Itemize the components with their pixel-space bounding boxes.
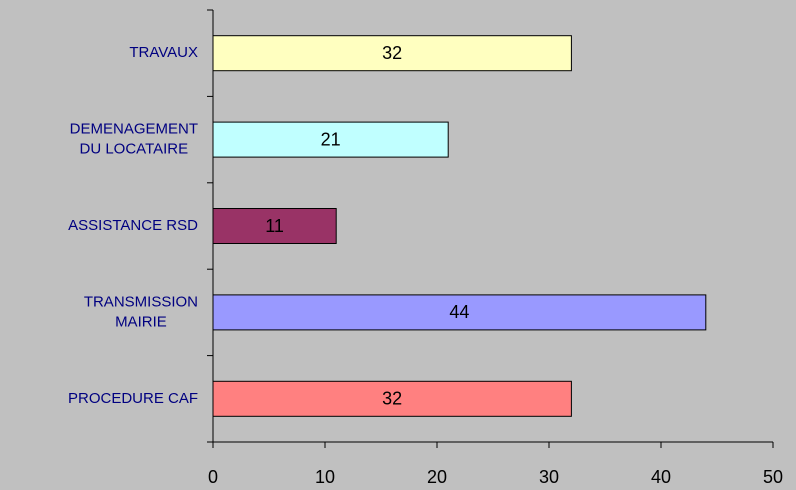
data-label: 44	[449, 302, 469, 322]
data-label: 21	[321, 129, 341, 149]
y-tick-label: ASSISTANCE RSD	[68, 217, 198, 234]
bar	[212, 121, 449, 158]
y-tick-label: PROCEDURE CAF	[68, 390, 198, 407]
data-label: 32	[382, 43, 402, 63]
data-label: 11	[265, 216, 284, 236]
y-tick-label: TRANSMISSION MAIRIE	[84, 293, 198, 330]
x-tick-label: 50	[763, 467, 783, 487]
bar	[212, 208, 337, 244]
x-tick-label: 20	[427, 467, 447, 487]
y-tick-label: TRAVAUX	[129, 44, 198, 61]
x-tick-label: 10	[315, 467, 335, 487]
x-tick-label: 0	[208, 467, 218, 487]
x-tick-label: 40	[651, 467, 671, 487]
x-tick-label: 30	[539, 467, 559, 487]
bar	[212, 380, 572, 417]
y-tick-label: DEMENAGEMENT DU LOCATAIRE	[70, 121, 198, 158]
bar	[212, 294, 707, 331]
bar	[212, 35, 572, 72]
data-label: 32	[382, 389, 402, 409]
